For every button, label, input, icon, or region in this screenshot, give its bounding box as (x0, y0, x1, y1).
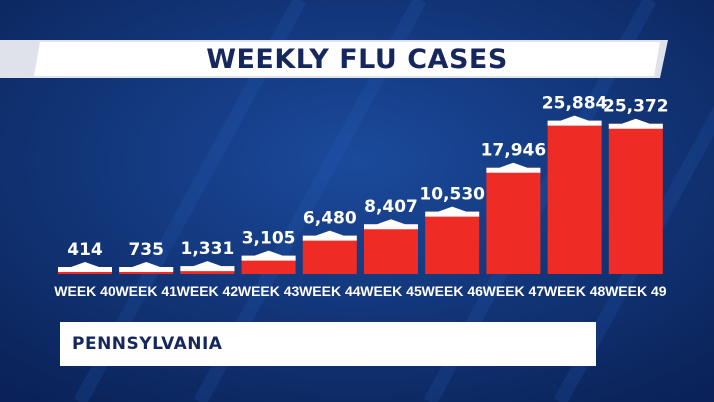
x-tick-label: WEEK 49 (605, 283, 667, 299)
bar-cap (180, 261, 235, 272)
data-label: 25,884 (542, 94, 608, 114)
bar-cap (547, 115, 602, 126)
data-label: 6,480 (303, 209, 357, 229)
chart-title: WEEKLY FLU CASES (206, 43, 508, 75)
x-tick-label: WEEK 40 (54, 283, 116, 299)
bar-week-48 (547, 120, 602, 275)
data-label: 10,530 (419, 185, 485, 205)
region-label-box: PENNSYLVANIA (60, 322, 596, 366)
bar-cap (58, 262, 112, 272)
bar-week-47 (486, 167, 541, 274)
x-tick-label: WEEK 45 (360, 283, 422, 299)
x-tick-label: WEEK 46 (421, 283, 483, 299)
bar-cap (302, 230, 357, 241)
bar-cap (241, 250, 296, 261)
data-label: 3,105 (242, 229, 296, 249)
bar-cap (364, 219, 418, 230)
data-label: 8,407 (364, 197, 418, 217)
bar-cap (608, 118, 663, 129)
bar-cap (486, 162, 541, 173)
x-tick-label: WEEK 48 (544, 283, 606, 299)
x-tick-label: WEEK 43 (238, 283, 300, 299)
bar-week-45 (364, 224, 418, 274)
x-tick-label: WEEK 47 (483, 283, 545, 299)
data-label: 17,946 (481, 141, 547, 161)
bar-week-46 (425, 211, 480, 274)
title-banner (0, 40, 668, 78)
data-label: 735 (128, 240, 164, 260)
data-label: 414 (67, 240, 103, 260)
x-tick-label: WEEK 44 (299, 283, 361, 299)
region-label: PENNSYLVANIA (72, 334, 223, 354)
bar-week-44 (302, 235, 357, 274)
bar-cap (425, 206, 480, 217)
data-label: 25,372 (603, 97, 669, 117)
data-label: 1,331 (181, 239, 235, 259)
x-tick-label: WEEK 41 (115, 283, 177, 299)
bar-week-49 (608, 123, 663, 274)
x-tick-label: WEEK 42 (177, 283, 239, 299)
bar-cap (119, 262, 174, 272)
